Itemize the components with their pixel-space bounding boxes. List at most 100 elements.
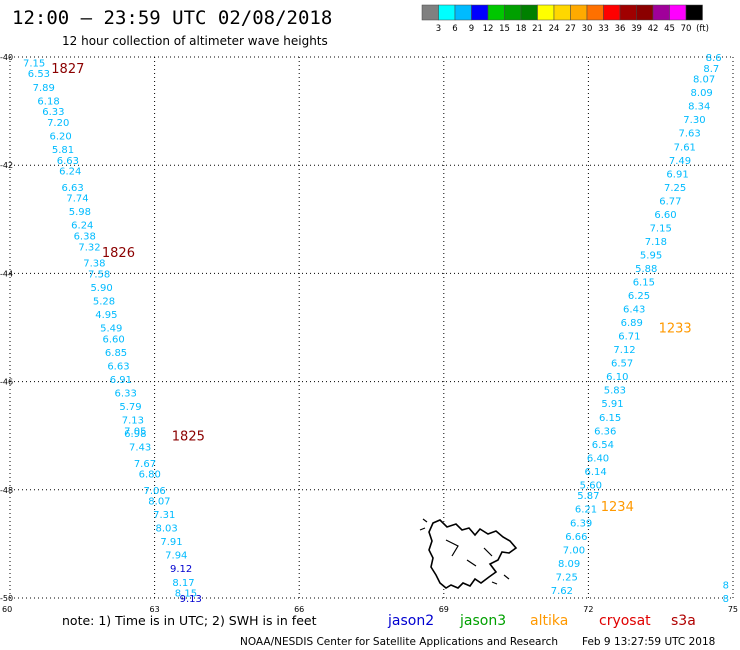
colorbar-swatch <box>438 4 456 21</box>
wave-height-value: 5.95 <box>640 250 662 261</box>
x-axis-tick-labels: 60 63 66 69 72 75 <box>2 605 738 614</box>
wave-height-value: 7.38 <box>83 259 105 270</box>
colorbar-swatch <box>603 4 621 21</box>
wave-height-value: 7.05 <box>124 426 146 437</box>
colorbar-swatch <box>685 4 703 21</box>
wave-height-value: 6.20 <box>49 131 71 142</box>
wave-height-value: 7.15 <box>650 223 672 234</box>
wave-height-value: 6.36 <box>594 426 616 437</box>
wave-height-value: 6.54 <box>592 440 614 451</box>
colorbar-label: 27 <box>565 24 576 34</box>
wave-height-value: 5.90 <box>90 283 112 294</box>
y-tick-label: -48 <box>0 486 13 495</box>
wave-height-value: 8.34 <box>688 102 710 113</box>
wave-height-value: 6.60 <box>654 210 676 221</box>
x-tick-label: 60 <box>2 605 12 614</box>
wave-height-value: 7.13 <box>122 415 144 426</box>
colorbar-label: 18 <box>516 24 527 34</box>
wave-height-value: 7.00 <box>563 545 585 556</box>
wave-height-value: 4.95 <box>95 310 117 321</box>
satellite-name-jason3: jason3 <box>459 613 506 629</box>
x-tick-label: 72 <box>583 605 593 614</box>
wave-height-value: 6.24 <box>59 167 81 178</box>
chart-title: 12:00 – 23:59 UTC 02/08/2018 <box>12 7 332 29</box>
wave-height-value: 5.88 <box>635 264 657 275</box>
wave-height-value: 8.17 <box>172 578 194 589</box>
colorbar-swatch <box>487 4 505 21</box>
wave-height-value: 8.15 <box>175 589 197 600</box>
wave-height-value: 6.77 <box>659 196 681 207</box>
wave-height-value: 7.89 <box>33 83 55 94</box>
wave-height-value: 5.98 <box>69 207 91 218</box>
wave-height-value: 8.07 <box>148 497 170 508</box>
wave-height-value: 6.63 <box>107 361 129 372</box>
footer-credit: NOAA/NESDIS Center for Satellite Applica… <box>240 636 558 648</box>
wave-height-value: 8 <box>723 594 729 605</box>
pass-label: 1826 <box>102 246 135 261</box>
wave-height-value: 7.61 <box>674 142 696 153</box>
colorbar-swatch <box>537 4 555 21</box>
wave-height-value: 5.81 <box>52 145 74 156</box>
x-tick-label: 63 <box>150 605 160 614</box>
wave-height-value: 6.91 <box>110 375 132 386</box>
wave-height-value: 7.31 <box>153 510 175 521</box>
y-tick-label: -40 <box>0 53 13 62</box>
wave-height-value: 6.15 <box>599 413 621 424</box>
pass-number-labels: 1827 1826 1825 1233 1234 <box>51 62 691 515</box>
colorbar-swatch <box>669 4 687 21</box>
colorbar-swatch <box>570 4 588 21</box>
wave-height-value: 6.33 <box>42 107 64 118</box>
wave-height-value: 5.28 <box>93 296 115 307</box>
pass-label: 1825 <box>172 430 205 445</box>
wave-height-points: 7.156.537.896.186.337.206.205.816.636.24… <box>23 53 729 605</box>
colorbar-label: 70 <box>681 24 692 34</box>
wave-height-value: 5.79 <box>119 402 141 413</box>
chart-subtitle: 12 hour collection of altimeter wave hei… <box>62 34 328 48</box>
plot-area: 7.156.537.896.186.337.206.205.816.636.24… <box>0 53 738 614</box>
y-tick-label: -50 <box>0 594 13 603</box>
wave-height-value: 5.83 <box>604 386 626 397</box>
x-tick-label: 66 <box>294 605 304 614</box>
colorbar-label: (ft) <box>696 24 709 34</box>
satellite-name-jason2: jason2 <box>387 613 434 629</box>
wave-height-value: 7.43 <box>129 443 151 454</box>
wave-height-value: 7.25 <box>556 572 578 583</box>
y-tick-label: -46 <box>0 378 13 387</box>
colorbar-swatch <box>553 4 571 21</box>
wave-height-value: 6.33 <box>115 388 137 399</box>
wave-height-value: 7.30 <box>683 115 705 126</box>
x-tick-label: 75 <box>728 605 738 614</box>
wave-height-value: 7.32 <box>78 242 100 253</box>
wave-height-value: 6.53 <box>28 69 50 80</box>
wave-height-value: 7.49 <box>669 156 691 167</box>
wave-height-value: 6.80 <box>139 470 161 481</box>
wave-height-value: 6.18 <box>37 96 59 107</box>
pass-label: 1234 <box>601 500 634 515</box>
colorbar-label: 6 <box>452 24 457 34</box>
colorbar-label: 3 <box>436 24 441 34</box>
wave-height-value: 6.57 <box>611 359 633 370</box>
x-tick-label: 69 <box>439 605 449 614</box>
kerguelen-island <box>419 518 518 589</box>
wave-height-value: 7.58 <box>88 269 110 280</box>
wave-height-value: 9.13 <box>180 594 202 605</box>
footer-timestamp: Feb 9 13:27:59 UTC 2018 <box>582 636 715 648</box>
colorbar-swatch <box>471 4 489 21</box>
wave-height-value: 6.43 <box>623 305 645 316</box>
pass-label: 1827 <box>51 62 84 77</box>
wave-height-value: 7.91 <box>160 537 182 548</box>
wave-height-value: 8.09 <box>558 559 580 570</box>
grid-lines <box>9 56 734 599</box>
y-tick-label: -42 <box>0 161 13 170</box>
colorbar-label: 15 <box>499 24 510 34</box>
wave-height-value: 6.71 <box>618 332 640 343</box>
colorbar-swatch <box>636 4 654 21</box>
wave-height-value: 6.38 <box>74 232 96 243</box>
wave-height-value: 6.85 <box>105 348 127 359</box>
colorbar-legend: 3 6 9 12 15 18 21 24 27 30 33 36 39 42 45 70 (ft) <box>421 4 709 34</box>
wave-height-value: 6.21 <box>575 505 597 516</box>
wave-height-value: 7.67 <box>134 459 156 470</box>
wave-height-value: 7.20 <box>47 118 69 129</box>
colorbar-label: 33 <box>598 24 609 34</box>
